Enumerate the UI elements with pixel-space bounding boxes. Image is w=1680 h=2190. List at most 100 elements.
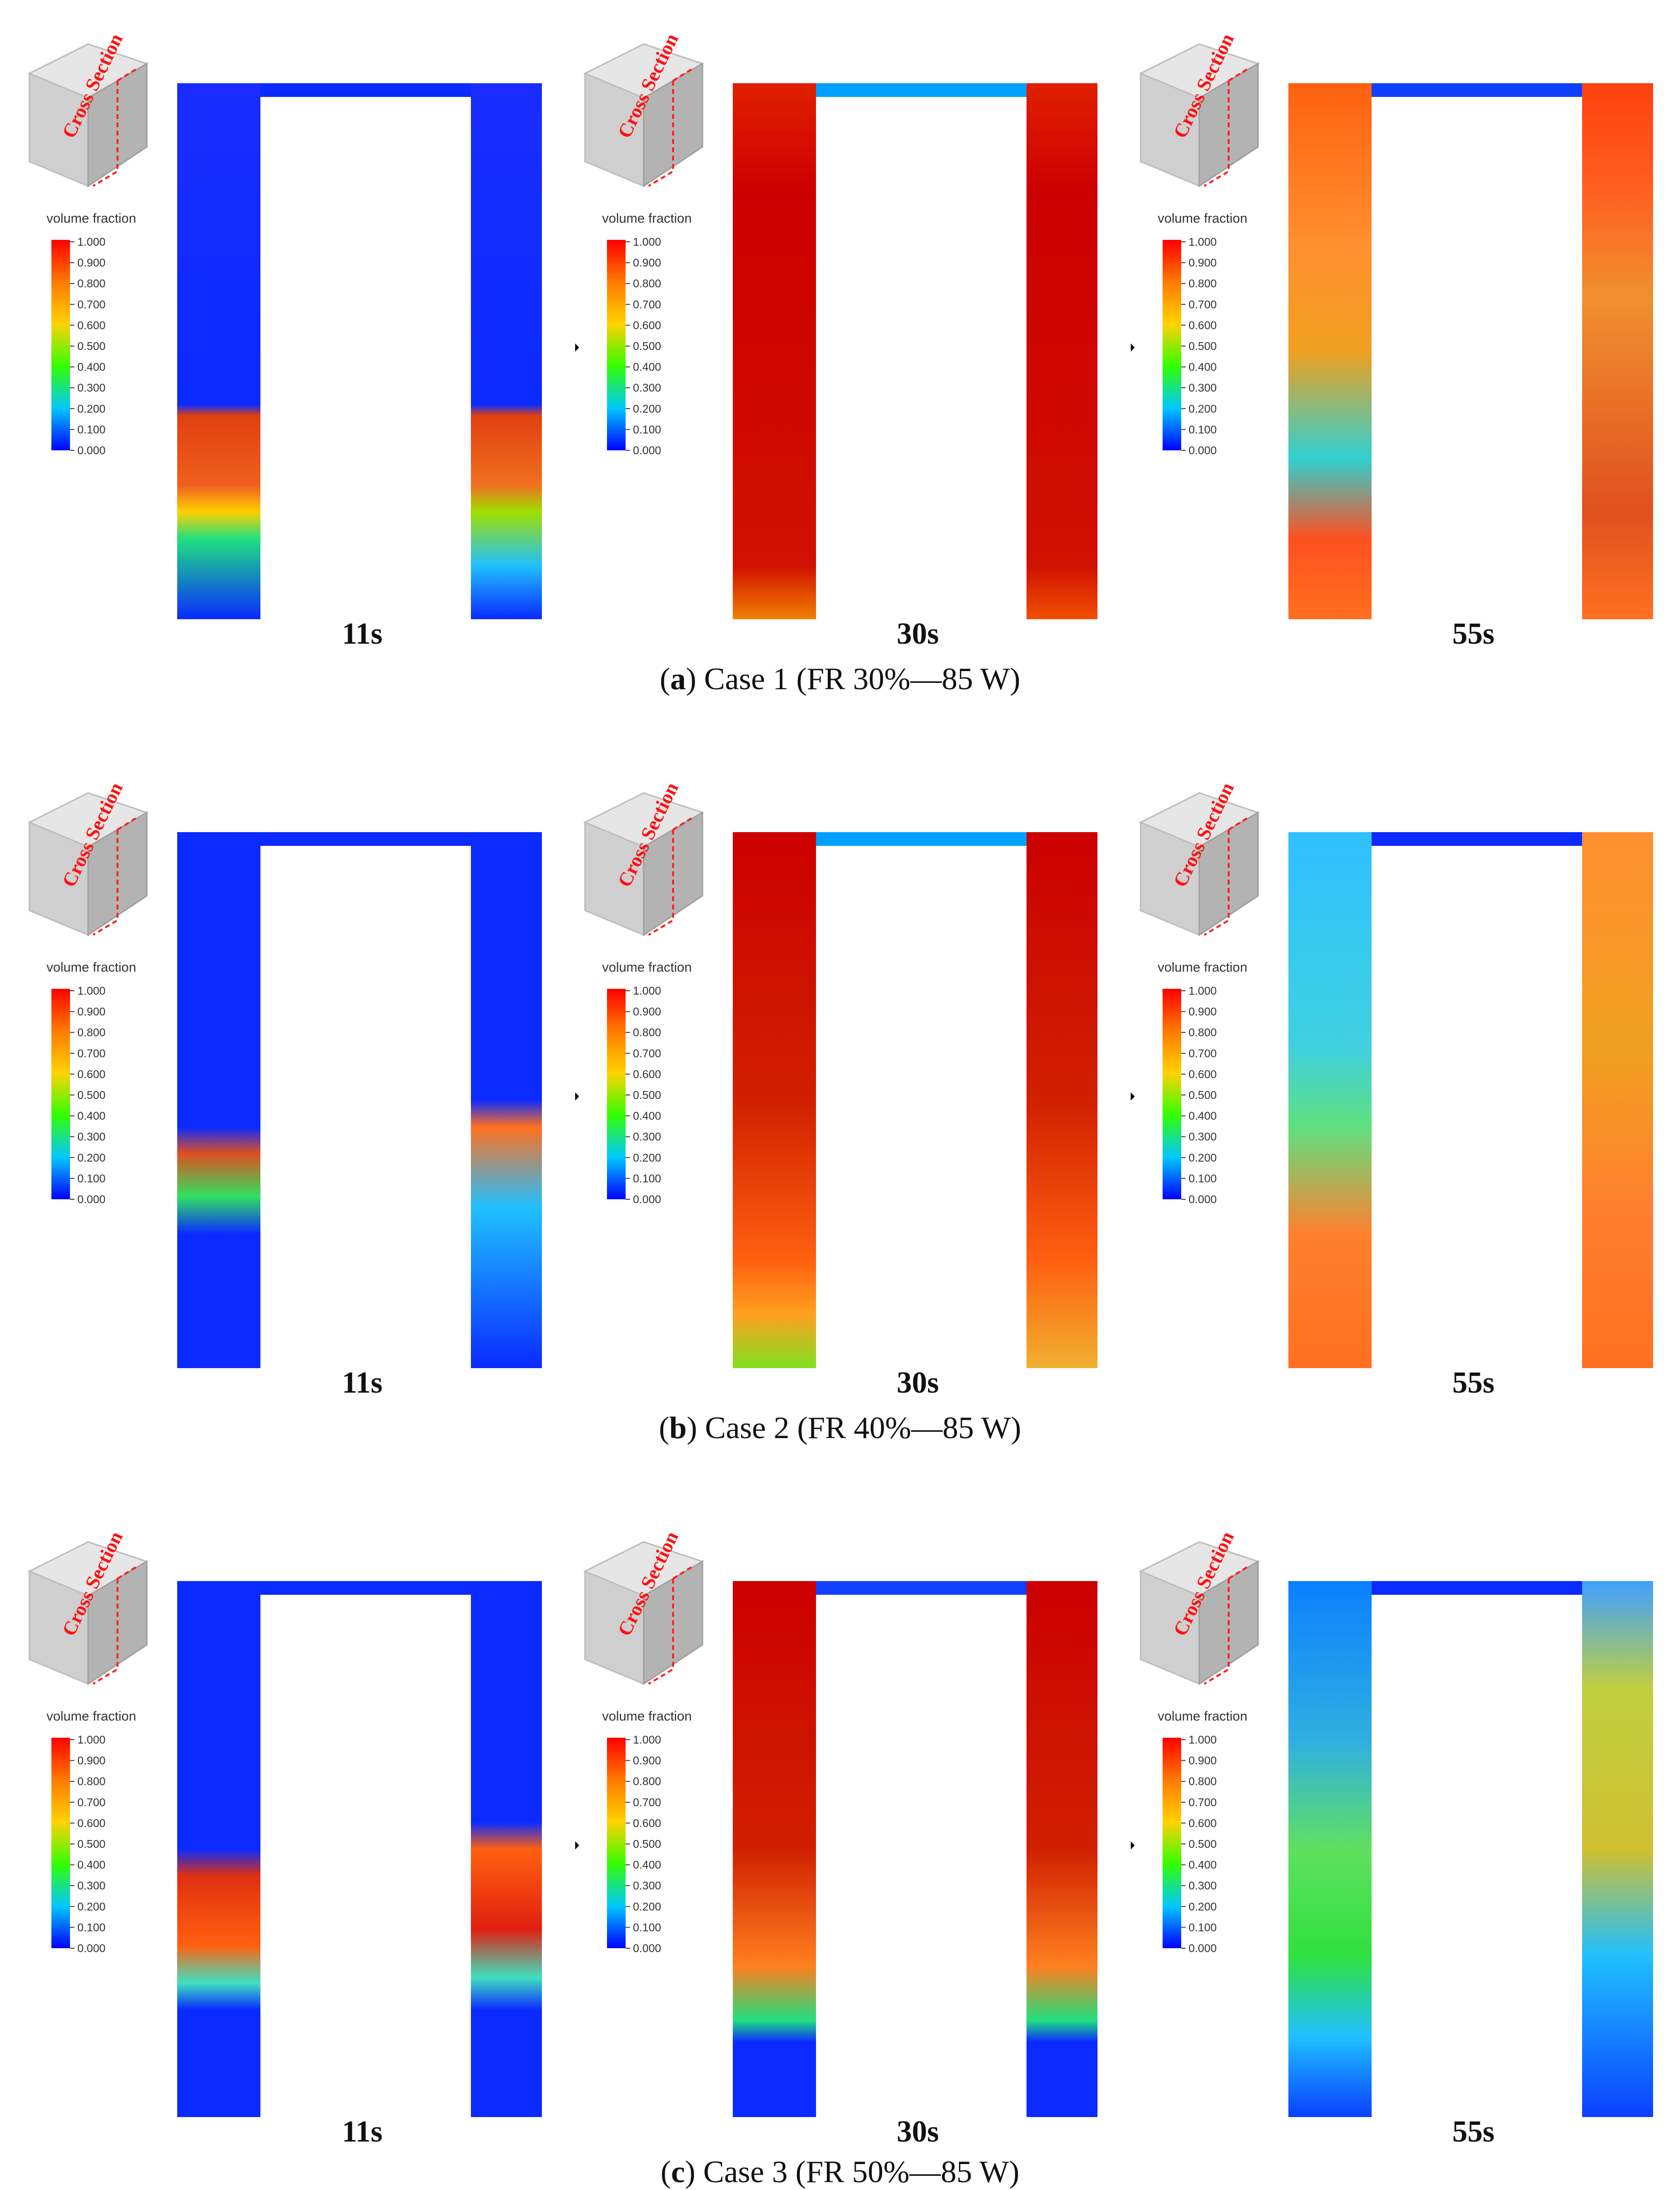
legend-tick-label: 0.100 — [633, 1921, 661, 1934]
legend-tick-label: 0.200 — [1189, 1900, 1217, 1913]
legend-tick-label: 0.200 — [1189, 402, 1217, 415]
snapshot-svg: Cross Section volume fraction 1.000 0.900 0.… — [1131, 1528, 1653, 2148]
legend-tick-label: 0.000 — [1189, 1193, 1217, 1206]
legend-tick-label: 0.800 — [77, 1026, 106, 1039]
cross-section-inset: Cross Section — [583, 1528, 704, 1685]
legend-tick-label: 0.500 — [1189, 1838, 1217, 1850]
contour-right-leg — [1027, 83, 1097, 619]
snapshot-svg: Cross Section volume fraction 1.000 0.900 0.… — [575, 1528, 1097, 2148]
legend-tick-label: 0.900 — [633, 1754, 661, 1767]
legend-tick-label: 0.200 — [633, 402, 661, 415]
legend-tick-label: 0.700 — [1189, 1047, 1217, 1060]
contour-left-leg — [733, 83, 816, 619]
contour-left-leg — [1288, 83, 1372, 619]
caption-close-paren: ) — [686, 661, 697, 696]
legend-tick-label: 0.300 — [77, 1879, 106, 1892]
legend-tick-label: 0.500 — [633, 340, 661, 352]
snapshot-svg: Cross Section volume fraction 1.000 0.900 0.… — [1131, 779, 1653, 1399]
cross-section-inset: Cross Section — [27, 779, 149, 936]
contour-right-leg — [1027, 832, 1097, 1368]
legend-tick-label: 0.800 — [633, 1775, 661, 1788]
legend-tick-label: 0.200 — [633, 1900, 661, 1913]
legend-tick-label: 0.100 — [77, 1172, 106, 1185]
legend-tick-label: 0.400 — [633, 1859, 661, 1871]
legend-tick-label: 0.700 — [633, 1796, 661, 1809]
legend-tick-label: 0.600 — [1189, 1817, 1217, 1829]
legend-color-bar — [1163, 989, 1181, 1199]
cross-section-inset: Cross Section — [583, 779, 704, 936]
volume-fraction-contour — [177, 832, 542, 1368]
legend-tick-label: 0.700 — [77, 1796, 106, 1809]
legend-tick-label: 1.000 — [1189, 1733, 1217, 1746]
legend-tick-label: 0.500 — [1189, 340, 1217, 352]
contour-left-leg — [733, 1581, 816, 2117]
legend-tick-label: 1.000 — [1189, 235, 1217, 248]
legend-title: volume fraction — [602, 211, 692, 226]
legend-tick-label: 0.000 — [633, 1942, 661, 1955]
caption-open-paren: ( — [660, 2154, 671, 2189]
legend-tick-label: 0.200 — [77, 402, 106, 415]
legend-tick-label: 0.800 — [77, 1775, 106, 1788]
legend-title: volume fraction — [47, 960, 136, 975]
legend-color-bar — [1163, 240, 1181, 450]
caption-close-paren: ) — [686, 1410, 698, 1445]
volume-fraction-legend: volume fraction 1.000 0.900 0.800 0.700 0.600… — [47, 211, 136, 457]
legend-tick-label: 0.000 — [633, 444, 661, 457]
legend-tick-label: 0.400 — [77, 1110, 106, 1122]
snapshot-frame: Cross Section volume fraction 1.000 0.900 0.… — [20, 773, 578, 1405]
cross-section-inset: Cross Section — [1139, 1528, 1260, 1685]
time-label: 55s — [1452, 1366, 1494, 1399]
legend-tick-label: 0.500 — [633, 1089, 661, 1101]
legend-tick-label: 0.500 — [77, 340, 106, 352]
snapshot-svg: Cross Section volume fraction 1.000 0.900 0.… — [27, 779, 542, 1399]
snapshot-svg: Cross Section volume fraction 1.000 0.900 0.… — [27, 30, 542, 651]
time-label: 55s — [1452, 2115, 1494, 2148]
legend-tick-label: 0.400 — [77, 1859, 106, 1871]
legend-tick-label: 0.800 — [1189, 1775, 1217, 1788]
legend-tick-label: 0.900 — [633, 1005, 661, 1018]
caption-text: Case 1 (FR 30%—85 W) — [696, 661, 1021, 696]
snapshot-frame: Cross Section volume fraction 1.000 0.900 0.… — [20, 24, 578, 656]
right-arrow-icon — [575, 1841, 579, 1850]
legend-tick-label: 1.000 — [77, 1733, 106, 1746]
legend-title: volume fraction — [47, 1709, 136, 1724]
legend-tick-label: 1.000 — [1189, 984, 1217, 997]
legend-tick-label: 0.300 — [633, 381, 661, 394]
legend-tick-label: 0.000 — [1189, 1942, 1217, 1955]
case-panel-b: Cross Section volume fraction 1.000 0.900 0.… — [0, 773, 1680, 1445]
legend-tick-label: 0.600 — [633, 1068, 661, 1080]
contour-left-leg — [733, 832, 816, 1368]
legend-tick-label: 0.900 — [77, 1005, 106, 1018]
legend-title: volume fraction — [47, 211, 136, 226]
volume-fraction-contour — [733, 832, 1097, 1368]
legend-tick-label: 0.200 — [77, 1900, 106, 1913]
legend-color-bar — [51, 1738, 70, 1948]
case-panel-c: Cross Section volume fraction 1.000 0.900 0.… — [0, 1522, 1680, 2189]
legend-color-bar — [51, 989, 70, 1199]
legend-title: volume fraction — [1158, 211, 1247, 226]
contour-left-leg — [177, 832, 260, 1368]
legend-tick-label: 0.600 — [77, 319, 106, 331]
caption-close-paren: ) — [685, 2154, 696, 2189]
legend-tick-label: 0.000 — [77, 1193, 106, 1206]
right-arrow-icon — [575, 1092, 579, 1101]
case-caption: (a) Case 1 (FR 30%—85 W) — [0, 661, 1680, 697]
legend-tick-label: 0.800 — [1189, 277, 1217, 290]
volume-fraction-contour — [1288, 832, 1653, 1368]
legend-title: volume fraction — [602, 960, 692, 975]
contour-right-leg — [1582, 83, 1653, 619]
legend-tick-label: 0.900 — [77, 1754, 106, 1767]
legend-tick-label: 0.400 — [633, 1110, 661, 1122]
right-arrow-icon — [575, 343, 579, 352]
legend-tick-label: 0.500 — [77, 1838, 106, 1850]
legend-color-bar — [607, 1738, 626, 1948]
legend-title: volume fraction — [1158, 1709, 1247, 1724]
contour-left-leg — [1288, 832, 1372, 1368]
volume-fraction-contour — [1288, 83, 1653, 619]
snapshot-svg: Cross Section volume fraction 1.000 0.900 0.… — [575, 30, 1097, 651]
contour-right-leg — [471, 832, 542, 1368]
right-arrow-icon — [1131, 1092, 1135, 1101]
volume-fraction-legend: volume fraction 1.000 0.900 0.800 0.700 0.600… — [1158, 1709, 1247, 1955]
snapshot-frame: Cross Section volume fraction 1.000 0.900 0.… — [575, 1522, 1133, 2154]
legend-tick-label: 0.800 — [1189, 1026, 1217, 1039]
